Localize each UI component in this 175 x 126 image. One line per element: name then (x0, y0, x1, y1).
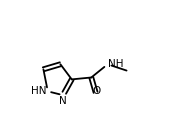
Text: O: O (93, 86, 101, 96)
Text: HN: HN (31, 86, 47, 96)
Text: NH: NH (108, 59, 124, 69)
Text: N: N (59, 96, 67, 106)
